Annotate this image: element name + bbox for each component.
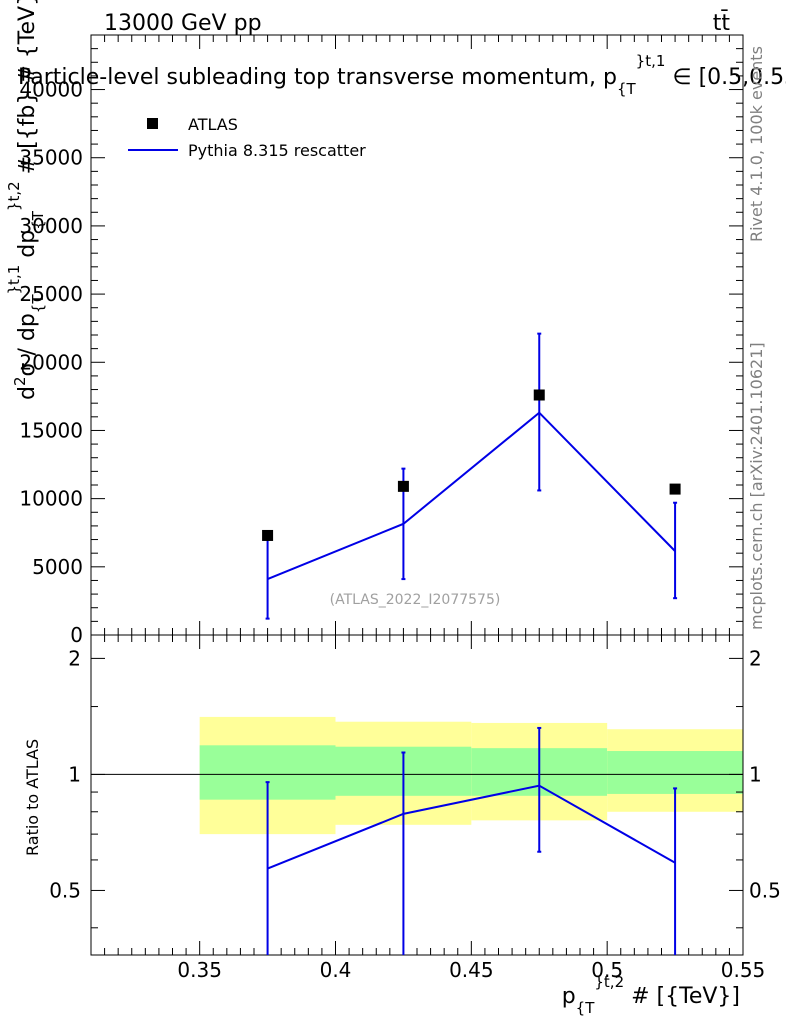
ratio-y-tick-label-right: 1 [749, 762, 762, 786]
title-sup: } [636, 52, 646, 70]
y-tick-label: 30000 [19, 214, 83, 238]
ratio-y-tick-label-right: 2 [749, 646, 762, 670]
mcplots-label: mcplots.cern.ch [arXiv:2401.10621] [747, 342, 766, 630]
data-point [533, 389, 545, 401]
xlabel-rest: # [{TeV}] [624, 984, 740, 1009]
xlabel-sub: {T [576, 999, 596, 1017]
xlabel-sup2: t,2 [604, 973, 624, 991]
plot-title: Particle-level subleading top transverse… [18, 52, 786, 98]
y-tick-label: 15000 [19, 418, 83, 442]
y-tick-label: 5000 [32, 555, 83, 579]
xlabel-sup: } [594, 973, 604, 991]
x-tick-label: 0.45 [449, 958, 494, 982]
title-sub: {T [617, 80, 637, 98]
chart-axes: 0 5000 10000 15000 20000 25000 30000 35000 40000… [19, 34, 781, 982]
x-tick-label: 0.5 [591, 958, 623, 982]
ratio-y-tick-label: 1 [68, 762, 81, 786]
y-tick-label: 25000 [19, 282, 83, 306]
legend-label-pythia: Pythia 8.315 rescatter [188, 141, 366, 160]
data-point [397, 480, 409, 492]
chart-marks [262, 332, 681, 955]
x-tick-label: 0.4 [320, 958, 352, 982]
y-tick-label: 0 [70, 623, 83, 647]
ratio-bands [199, 716, 743, 835]
band-inner [607, 751, 743, 794]
y-axis-label-main: d2σ / dp{T}t,1 dp{T}t,2 # [{fb} # {TeV}-… [5, 0, 47, 400]
data-point [262, 529, 274, 541]
ratio-y-tick-label: 2 [68, 646, 81, 670]
rivet-label: Rivet 4.1.0, 100k events [747, 46, 766, 242]
title-rest: ∈ [0.5,0.55] # {T [665, 65, 786, 90]
title-sup2: t,1 [645, 52, 665, 70]
header-left: 13000 GeV pp [104, 11, 262, 36]
data-point [669, 483, 681, 495]
title-main: Particle-level subleading top transverse… [18, 65, 617, 90]
y-axis-label-ratio: Ratio to ATLAS [23, 739, 42, 856]
ratio-y-tick-label-right: 0.5 [749, 878, 781, 902]
mc-line [267, 411, 676, 581]
legend-marker-atlas [147, 118, 158, 129]
y-tick-label: 35000 [19, 146, 83, 170]
x-tick-label: 0.35 [177, 958, 222, 982]
x-axis-label: p{T}t,2 # [{TeV}] [562, 973, 740, 1017]
x-tick-label: 0.55 [721, 958, 766, 982]
header-right: tt̄ [713, 10, 731, 36]
xlabel-p: p [562, 984, 576, 1009]
legend-label-atlas: ATLAS [188, 115, 238, 134]
analysis-watermark: (ATLAS_2022_I2077575) [330, 592, 501, 608]
ratio-y-tick-label: 0.5 [49, 878, 81, 902]
ratio-mc-line [267, 784, 676, 870]
y-tick-label: 20000 [19, 350, 83, 374]
y-tick-label: 10000 [19, 487, 83, 511]
y-tick-label: 40000 [19, 78, 83, 102]
